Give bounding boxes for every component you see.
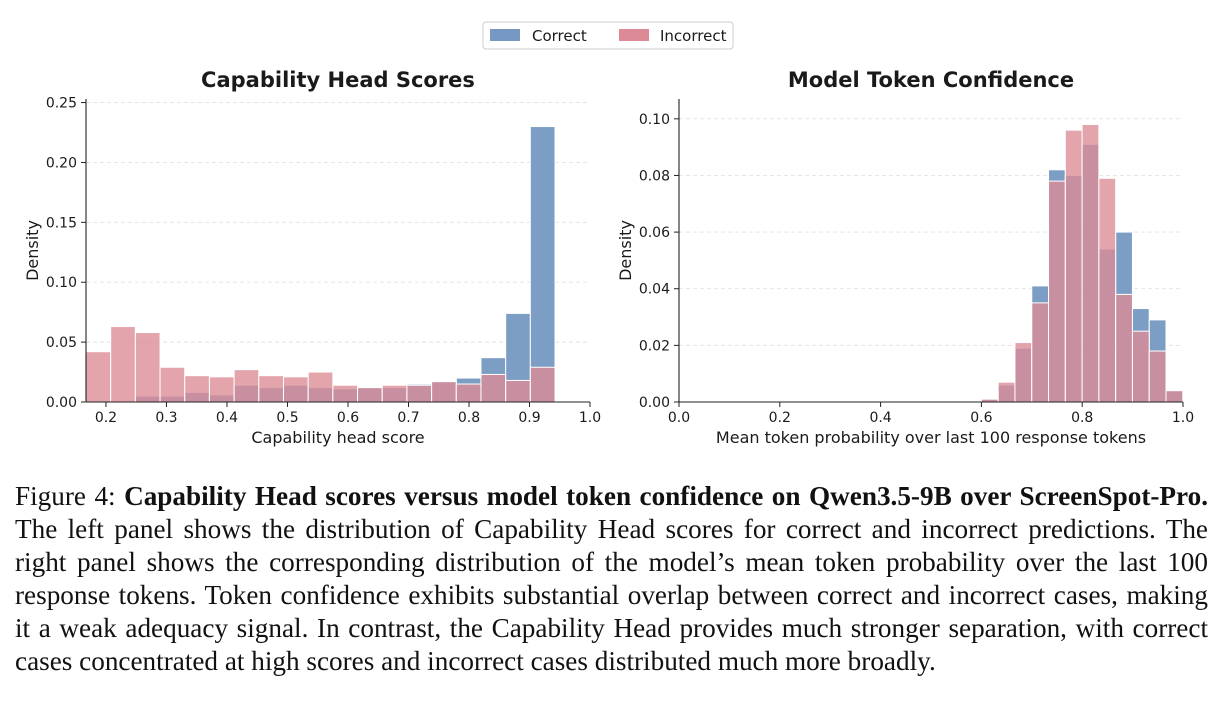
bar-incorrect — [381, 384, 408, 403]
bar-incorrect — [258, 375, 284, 403]
x-tick-label: 0.8 — [458, 410, 480, 426]
y-tick-label: 0.20 — [46, 155, 77, 171]
legend-label-correct: Correct — [532, 27, 587, 45]
bar-incorrect — [208, 376, 235, 403]
y-tick-label: 0.05 — [46, 335, 77, 351]
bar-incorrect — [184, 375, 210, 403]
x-axis-label: Capability head score — [251, 428, 424, 447]
y-tick-label: 0.04 — [639, 282, 670, 298]
bar-correct — [529, 126, 556, 403]
y-tick-label: 0.10 — [46, 275, 77, 291]
bar-incorrect — [1048, 180, 1066, 403]
bar-incorrect — [233, 369, 260, 403]
y-axis-label: Density — [23, 220, 42, 281]
bar-incorrect — [332, 384, 359, 403]
y-tick-label: 0.25 — [46, 96, 77, 112]
bar-incorrect — [1115, 293, 1133, 403]
bar-incorrect — [1165, 390, 1184, 403]
y-tick-label: 0.02 — [639, 338, 670, 354]
bar-incorrect — [505, 379, 531, 403]
x-tick-label: 0.3 — [155, 410, 177, 426]
caption-body: The left panel shows the distribution of… — [15, 514, 1208, 676]
bar-incorrect — [85, 351, 112, 403]
x-tick-label: 1.0 — [1172, 410, 1194, 426]
figure-caption: Figure 4: Capability Head scores versus … — [15, 480, 1208, 678]
bar-incorrect — [1081, 123, 1100, 403]
bar-incorrect — [134, 332, 161, 403]
legend-swatch-correct — [490, 29, 520, 41]
x-tick-label: 0.7 — [397, 410, 419, 426]
bar-incorrect — [1014, 342, 1033, 403]
bar-incorrect — [110, 326, 136, 403]
figure-4: Correct Incorrect Capability Head Scores… — [23, 21, 1194, 447]
bar-incorrect — [1131, 330, 1150, 403]
bar-incorrect — [1098, 177, 1117, 403]
x-tick-label: 0.6 — [337, 410, 359, 426]
y-axis-label: Density — [616, 220, 635, 281]
x-tick-label: 0.4 — [216, 410, 238, 426]
right-panel-model-token-confidence: Model Token Confidence 0.00 0.02 0.04 0.06 0.… — [616, 68, 1194, 447]
legend-frame — [482, 21, 734, 50]
y-tick-label: 0.06 — [639, 225, 670, 241]
y-tick-label: 0.00 — [639, 395, 670, 411]
caption-lead: Capability Head scores versus model toke… — [124, 481, 1208, 511]
x-tick-label: 0.9 — [518, 410, 540, 426]
chart-title: Model Token Confidence — [788, 68, 1074, 92]
y-tick-label: 0.08 — [639, 168, 670, 184]
legend-label-incorrect: Incorrect — [660, 27, 727, 45]
x-tick-label: 0.2 — [95, 410, 117, 426]
bar-incorrect — [1031, 302, 1050, 403]
x-tick-label: 1.0 — [579, 410, 601, 426]
x-tick-label: 0.0 — [668, 410, 690, 426]
bar-incorrect — [1148, 350, 1167, 403]
bar-incorrect — [159, 366, 186, 403]
bar-incorrect — [406, 384, 433, 403]
y-tick-label: 0.00 — [46, 395, 77, 411]
x-tick-label: 0.6 — [970, 410, 992, 426]
x-tick-label: 0.5 — [276, 410, 298, 426]
bar-incorrect — [480, 373, 507, 403]
legend-swatch-incorrect — [619, 29, 649, 41]
y-tick-label: 0.15 — [46, 215, 77, 231]
x-tick-label: 0.2 — [769, 410, 791, 426]
bar-incorrect — [455, 383, 482, 403]
x-tick-label: 0.4 — [869, 410, 891, 426]
caption-label: Figure 4: — [15, 481, 116, 511]
chart-title: Capability Head Scores — [201, 68, 475, 92]
bar-incorrect — [307, 371, 334, 403]
bar-incorrect — [1064, 129, 1083, 403]
bar-incorrect — [997, 381, 1016, 403]
bar-incorrect — [431, 381, 457, 403]
bar-incorrect — [282, 376, 309, 403]
bar-incorrect — [529, 366, 556, 403]
y-tick-label: 0.10 — [639, 112, 670, 128]
left-panel-capability-head-scores: Capability Head Scores 0.00 0.05 0.10 0.15 0.… — [23, 68, 601, 447]
x-axis-label: Mean token probability over last 100 res… — [716, 428, 1146, 447]
bar-incorrect — [357, 387, 383, 403]
x-tick-label: 0.8 — [1071, 410, 1093, 426]
legend: Correct Incorrect — [482, 21, 734, 50]
